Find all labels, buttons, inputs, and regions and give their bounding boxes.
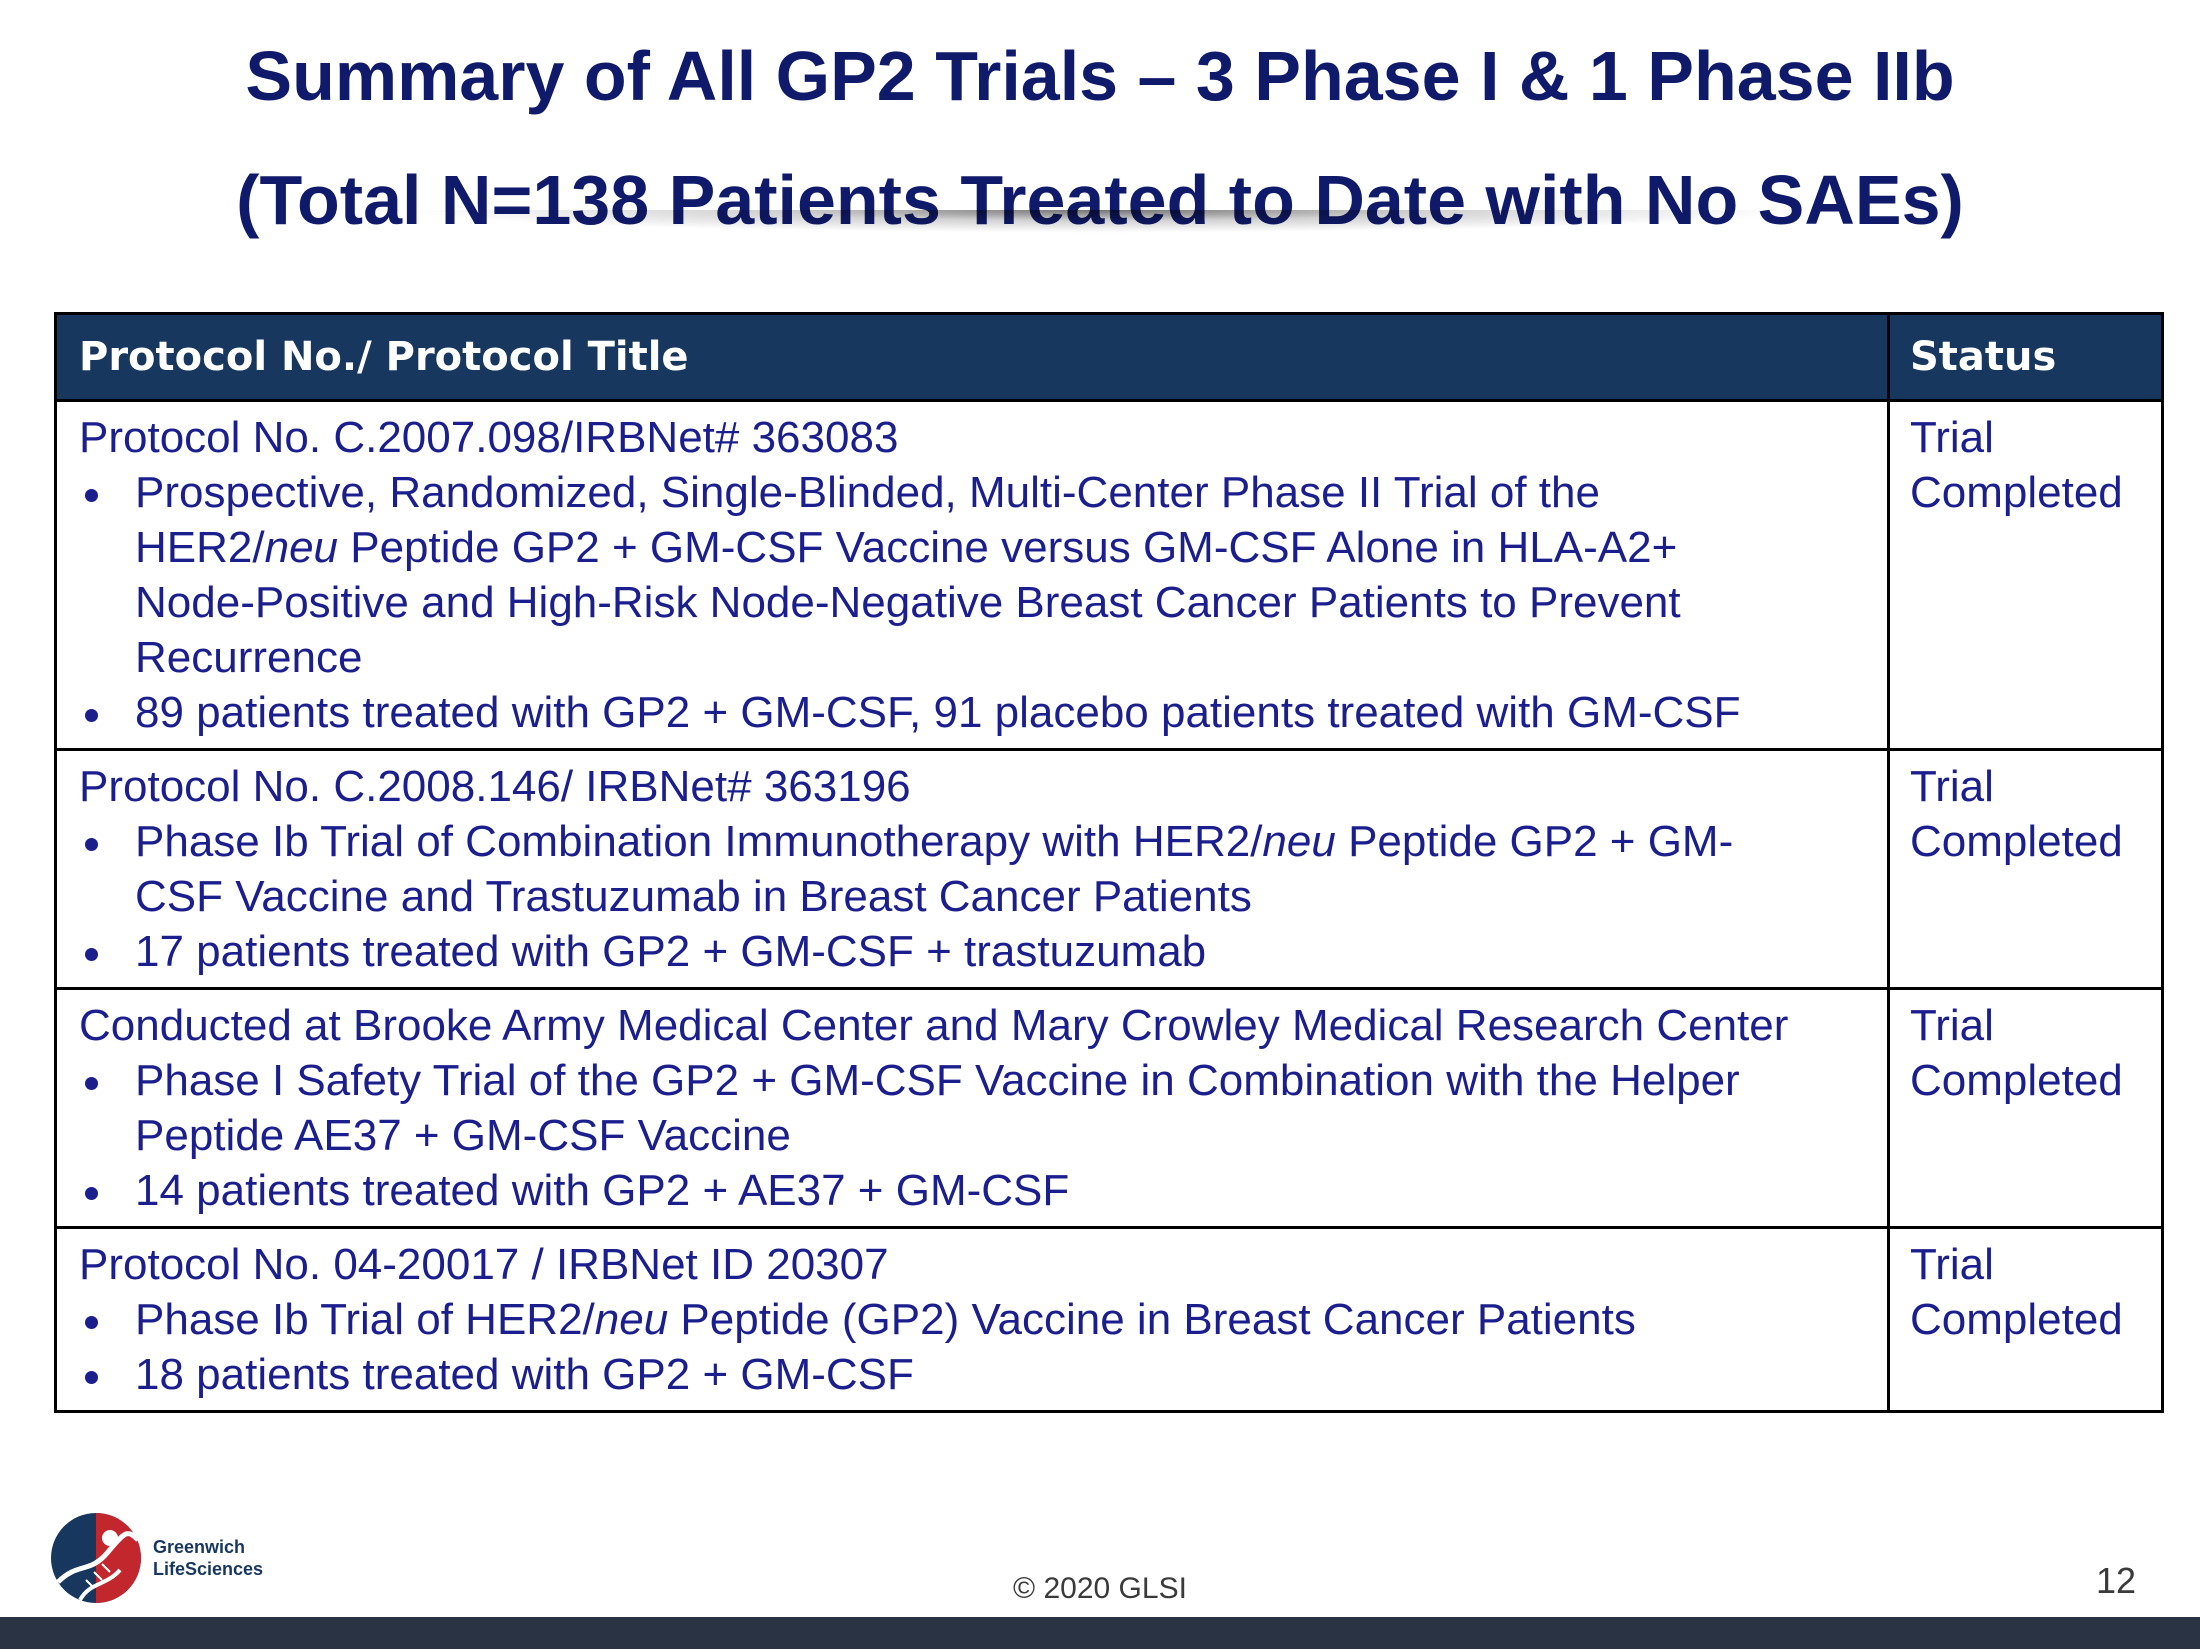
- page-number: 12: [2096, 1560, 2137, 1601]
- title-divider-shadow: [0, 210, 2200, 240]
- protocol-heading: Conducted at Brooke Army Medical Center …: [79, 1001, 1789, 1050]
- protocol-cell: Protocol No. C.2008.146/ IRBNet# 363196 …: [57, 751, 1890, 987]
- table-row: Protocol No. C.2007.098/IRBNet# 363083 P…: [57, 402, 2161, 751]
- bullet-item: 18 patients treated with GP2 + GM-CSF: [79, 1347, 1877, 1402]
- table-row: Protocol No. 04-20017 / IRBNet ID 20307 …: [57, 1229, 2161, 1410]
- table-header: Protocol No./ Protocol Title Status: [57, 315, 2161, 402]
- protocol-heading: Protocol No. 04-20017 / IRBNet ID 20307: [79, 1240, 889, 1289]
- header-protocol: Protocol No./ Protocol Title: [57, 315, 1890, 399]
- bullet-item: Phase Ib Trial of Combination Immunother…: [79, 814, 1877, 924]
- protocol-cell: Protocol No. 04-20017 / IRBNet ID 20307 …: [57, 1229, 1890, 1410]
- table-row: Conducted at Brooke Army Medical Center …: [57, 990, 2161, 1229]
- title-line-2: (Total N=138 Patients Treated to Date wi…: [236, 161, 1964, 239]
- protocol-cell: Conducted at Brooke Army Medical Center …: [57, 990, 1890, 1226]
- bullet-item: 89 patients treated with GP2 + GM-CSF, 9…: [79, 685, 1877, 740]
- greenwich-logo-icon: [51, 1513, 141, 1603]
- status-cell: Trial Completed: [1910, 413, 2123, 517]
- protocol-heading: Protocol No. C.2007.098/IRBNet# 363083: [79, 413, 899, 462]
- status-cell: Trial Completed: [1910, 1001, 2123, 1105]
- protocol-heading: Protocol No. C.2008.146/ IRBNet# 363196: [79, 762, 911, 811]
- title-line-1: Summary of All GP2 Trials – 3 Phase I & …: [245, 37, 1955, 115]
- copyright: © 2020 GLSI: [1013, 1572, 1187, 1605]
- footer-bar: [0, 1617, 2200, 1649]
- trials-table: Protocol No./ Protocol Title Status Prot…: [54, 312, 2164, 1413]
- bullet-item: 17 patients treated with GP2 + GM-CSF + …: [79, 924, 1877, 979]
- table-row: Protocol No. C.2008.146/ IRBNet# 363196 …: [57, 751, 2161, 990]
- bullet-item: Prospective, Randomized, Single-Blinded,…: [79, 465, 1877, 685]
- bullet-item: Phase Ib Trial of HER2/neu Peptide (GP2)…: [79, 1292, 1877, 1347]
- header-status: Status: [1910, 334, 2057, 380]
- logo-text: Greenwich LifeSciences: [153, 1537, 264, 1579]
- slide-title: Summary of All GP2 Trials – 3 Phase I & …: [0, 14, 2200, 262]
- protocol-cell: Protocol No. C.2007.098/IRBNet# 363083 P…: [57, 402, 1890, 748]
- status-cell: Trial Completed: [1910, 1240, 2123, 1344]
- status-cell: Trial Completed: [1910, 762, 2123, 866]
- bullet-item: Phase I Safety Trial of the GP2 + GM-CSF…: [79, 1053, 1877, 1163]
- bullet-item: 14 patients treated with GP2 + AE37 + GM…: [79, 1163, 1877, 1218]
